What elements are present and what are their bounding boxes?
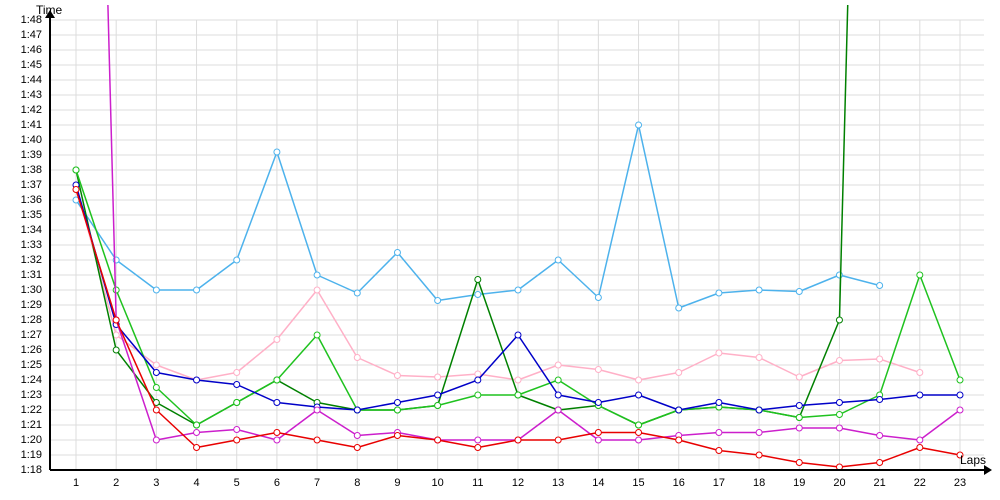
- svg-text:1:23: 1:23: [21, 389, 42, 401]
- svg-text:1:47: 1:47: [21, 29, 42, 41]
- svg-text:9: 9: [394, 477, 400, 489]
- svg-text:1:33: 1:33: [21, 239, 42, 251]
- svg-text:23: 23: [954, 477, 966, 489]
- svg-text:1:25: 1:25: [21, 359, 42, 371]
- svg-text:1:30: 1:30: [21, 284, 42, 296]
- svg-text:1:45: 1:45: [21, 59, 42, 71]
- y-axis-label: Time: [36, 3, 63, 17]
- svg-text:17: 17: [713, 477, 725, 489]
- svg-text:1:44: 1:44: [21, 74, 42, 86]
- svg-text:1:43: 1:43: [21, 89, 42, 101]
- svg-text:3: 3: [153, 477, 159, 489]
- svg-text:5: 5: [234, 477, 240, 489]
- svg-text:6: 6: [274, 477, 280, 489]
- svg-text:21: 21: [874, 477, 886, 489]
- svg-text:1:22: 1:22: [21, 404, 42, 416]
- svg-text:1:37: 1:37: [21, 179, 42, 191]
- svg-text:20: 20: [833, 477, 845, 489]
- svg-text:1:38: 1:38: [21, 164, 42, 176]
- svg-text:1:34: 1:34: [21, 224, 42, 236]
- svg-text:1:19: 1:19: [21, 449, 42, 461]
- svg-text:16: 16: [673, 477, 685, 489]
- svg-text:12: 12: [512, 477, 524, 489]
- svg-text:1:41: 1:41: [21, 119, 42, 131]
- svg-text:1:29: 1:29: [21, 299, 42, 311]
- svg-text:1:24: 1:24: [21, 374, 42, 386]
- svg-text:13: 13: [552, 477, 564, 489]
- svg-text:1:36: 1:36: [21, 194, 42, 206]
- chart-svg: 12345678910111213141516171819202122231:1…: [0, 0, 1000, 500]
- svg-text:22: 22: [914, 477, 926, 489]
- svg-text:18: 18: [753, 477, 765, 489]
- svg-text:11: 11: [472, 477, 483, 489]
- svg-text:1:20: 1:20: [21, 434, 42, 446]
- lap-time-chart: 12345678910111213141516171819202122231:1…: [0, 0, 1000, 500]
- svg-text:1:26: 1:26: [21, 344, 42, 356]
- svg-text:1:27: 1:27: [21, 329, 42, 341]
- svg-text:1:40: 1:40: [21, 134, 42, 146]
- svg-text:10: 10: [432, 477, 444, 489]
- svg-text:19: 19: [793, 477, 805, 489]
- svg-text:1:39: 1:39: [21, 149, 42, 161]
- svg-text:1:18: 1:18: [21, 464, 42, 476]
- svg-text:1: 1: [73, 477, 79, 489]
- svg-text:14: 14: [592, 477, 604, 489]
- svg-text:1:46: 1:46: [21, 44, 42, 56]
- svg-text:7: 7: [314, 477, 320, 489]
- svg-text:1:32: 1:32: [21, 254, 42, 266]
- svg-text:1:35: 1:35: [21, 209, 42, 221]
- svg-text:2: 2: [113, 477, 119, 489]
- svg-text:8: 8: [354, 477, 360, 489]
- x-axis-label: Laps: [960, 453, 986, 467]
- svg-text:4: 4: [193, 477, 199, 489]
- svg-text:1:21: 1:21: [21, 419, 42, 431]
- svg-text:15: 15: [632, 477, 644, 489]
- svg-text:1:28: 1:28: [21, 314, 42, 326]
- svg-text:1:31: 1:31: [21, 269, 42, 281]
- svg-text:1:42: 1:42: [21, 104, 42, 116]
